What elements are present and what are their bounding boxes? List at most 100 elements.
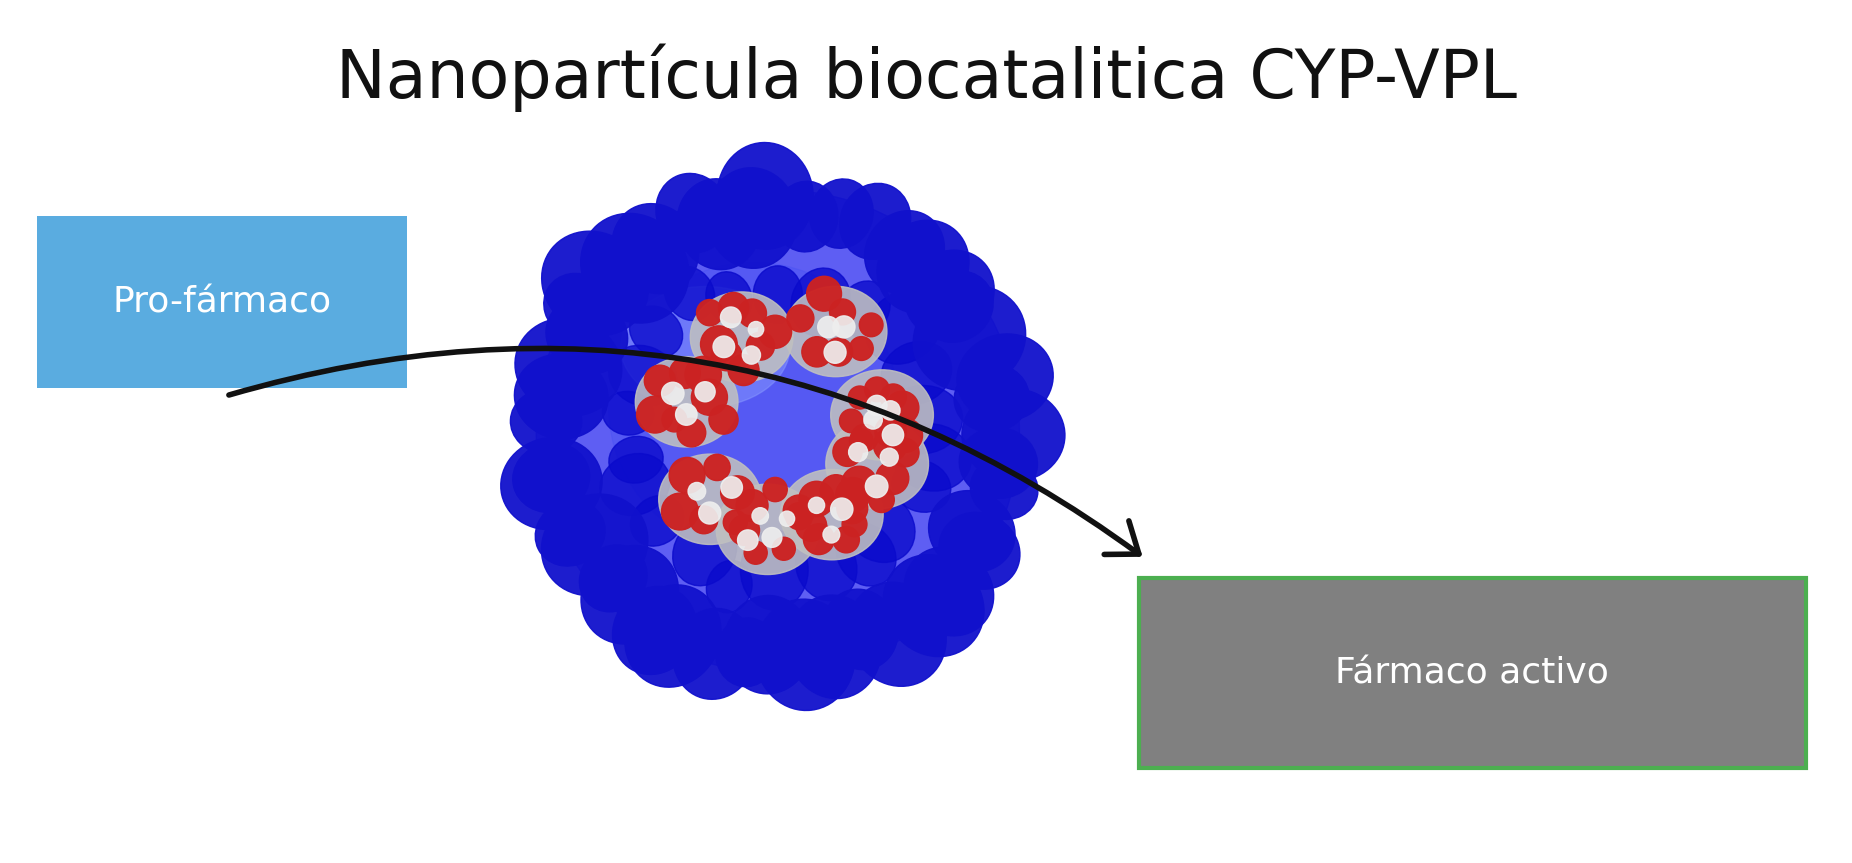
Ellipse shape (882, 425, 904, 445)
Ellipse shape (694, 381, 715, 402)
Ellipse shape (841, 490, 915, 563)
Ellipse shape (841, 466, 878, 502)
Ellipse shape (715, 618, 778, 687)
Ellipse shape (661, 407, 687, 432)
FancyBboxPatch shape (1139, 578, 1806, 768)
Ellipse shape (822, 589, 898, 670)
Text: Pro-fármaco: Pro-fármaco (113, 285, 332, 319)
Ellipse shape (661, 382, 683, 405)
Ellipse shape (874, 416, 906, 447)
Ellipse shape (630, 306, 683, 357)
Ellipse shape (826, 419, 928, 509)
Ellipse shape (696, 299, 722, 325)
Ellipse shape (609, 437, 663, 483)
Ellipse shape (541, 494, 648, 595)
Ellipse shape (954, 364, 1030, 432)
Ellipse shape (850, 429, 872, 452)
Ellipse shape (880, 448, 898, 466)
Ellipse shape (883, 555, 983, 657)
Ellipse shape (672, 608, 756, 699)
Ellipse shape (787, 305, 813, 332)
Ellipse shape (796, 531, 857, 601)
Ellipse shape (620, 287, 791, 407)
Ellipse shape (865, 475, 887, 498)
Ellipse shape (669, 457, 706, 494)
Ellipse shape (859, 313, 883, 337)
Ellipse shape (774, 181, 837, 252)
Ellipse shape (939, 513, 1020, 589)
Ellipse shape (848, 443, 867, 462)
Ellipse shape (893, 424, 970, 491)
Ellipse shape (719, 293, 748, 323)
Ellipse shape (724, 510, 746, 534)
Ellipse shape (611, 204, 698, 293)
Ellipse shape (746, 332, 774, 360)
Ellipse shape (893, 460, 950, 513)
Ellipse shape (535, 501, 606, 566)
Text: Fármaco activo: Fármaco activo (1335, 656, 1609, 690)
Ellipse shape (809, 497, 824, 513)
Ellipse shape (824, 338, 852, 366)
Ellipse shape (717, 484, 819, 575)
Ellipse shape (837, 493, 869, 524)
Ellipse shape (754, 266, 802, 324)
Ellipse shape (511, 389, 582, 454)
Ellipse shape (669, 357, 700, 388)
Ellipse shape (582, 213, 689, 323)
Ellipse shape (515, 318, 622, 416)
Ellipse shape (804, 524, 833, 555)
Ellipse shape (707, 167, 798, 268)
Ellipse shape (706, 560, 752, 613)
Ellipse shape (848, 583, 946, 686)
Ellipse shape (850, 337, 874, 361)
Ellipse shape (822, 526, 839, 543)
Ellipse shape (783, 495, 815, 526)
Ellipse shape (869, 487, 895, 513)
Ellipse shape (882, 400, 900, 420)
Ellipse shape (889, 419, 922, 452)
Ellipse shape (724, 595, 811, 694)
Ellipse shape (850, 425, 878, 451)
Ellipse shape (970, 458, 1037, 520)
Ellipse shape (730, 515, 759, 545)
Ellipse shape (787, 595, 882, 699)
Ellipse shape (904, 547, 995, 636)
Ellipse shape (837, 281, 891, 337)
Ellipse shape (863, 411, 882, 429)
Ellipse shape (865, 211, 945, 293)
Ellipse shape (659, 454, 761, 545)
Ellipse shape (720, 476, 743, 498)
Ellipse shape (885, 391, 919, 425)
Ellipse shape (748, 322, 763, 337)
Ellipse shape (957, 334, 1054, 421)
Ellipse shape (700, 326, 737, 362)
Ellipse shape (745, 541, 767, 564)
Ellipse shape (843, 512, 867, 537)
Ellipse shape (656, 173, 730, 253)
Ellipse shape (678, 179, 759, 269)
Ellipse shape (720, 476, 754, 509)
Ellipse shape (546, 297, 628, 374)
Ellipse shape (580, 545, 646, 612)
Ellipse shape (798, 482, 833, 517)
Ellipse shape (515, 354, 607, 439)
FancyArrowPatch shape (230, 349, 1139, 554)
Ellipse shape (609, 345, 678, 406)
Ellipse shape (602, 391, 654, 435)
Ellipse shape (609, 262, 898, 552)
Ellipse shape (735, 489, 769, 521)
Ellipse shape (867, 395, 887, 416)
Ellipse shape (600, 453, 670, 515)
Ellipse shape (919, 271, 993, 343)
Ellipse shape (783, 287, 887, 376)
Ellipse shape (785, 503, 813, 530)
Ellipse shape (906, 250, 995, 337)
Ellipse shape (876, 462, 909, 494)
Ellipse shape (704, 454, 730, 481)
Ellipse shape (754, 599, 856, 710)
Ellipse shape (878, 220, 969, 313)
Ellipse shape (832, 498, 854, 520)
Ellipse shape (880, 384, 906, 410)
Ellipse shape (691, 506, 719, 534)
Ellipse shape (637, 396, 674, 433)
